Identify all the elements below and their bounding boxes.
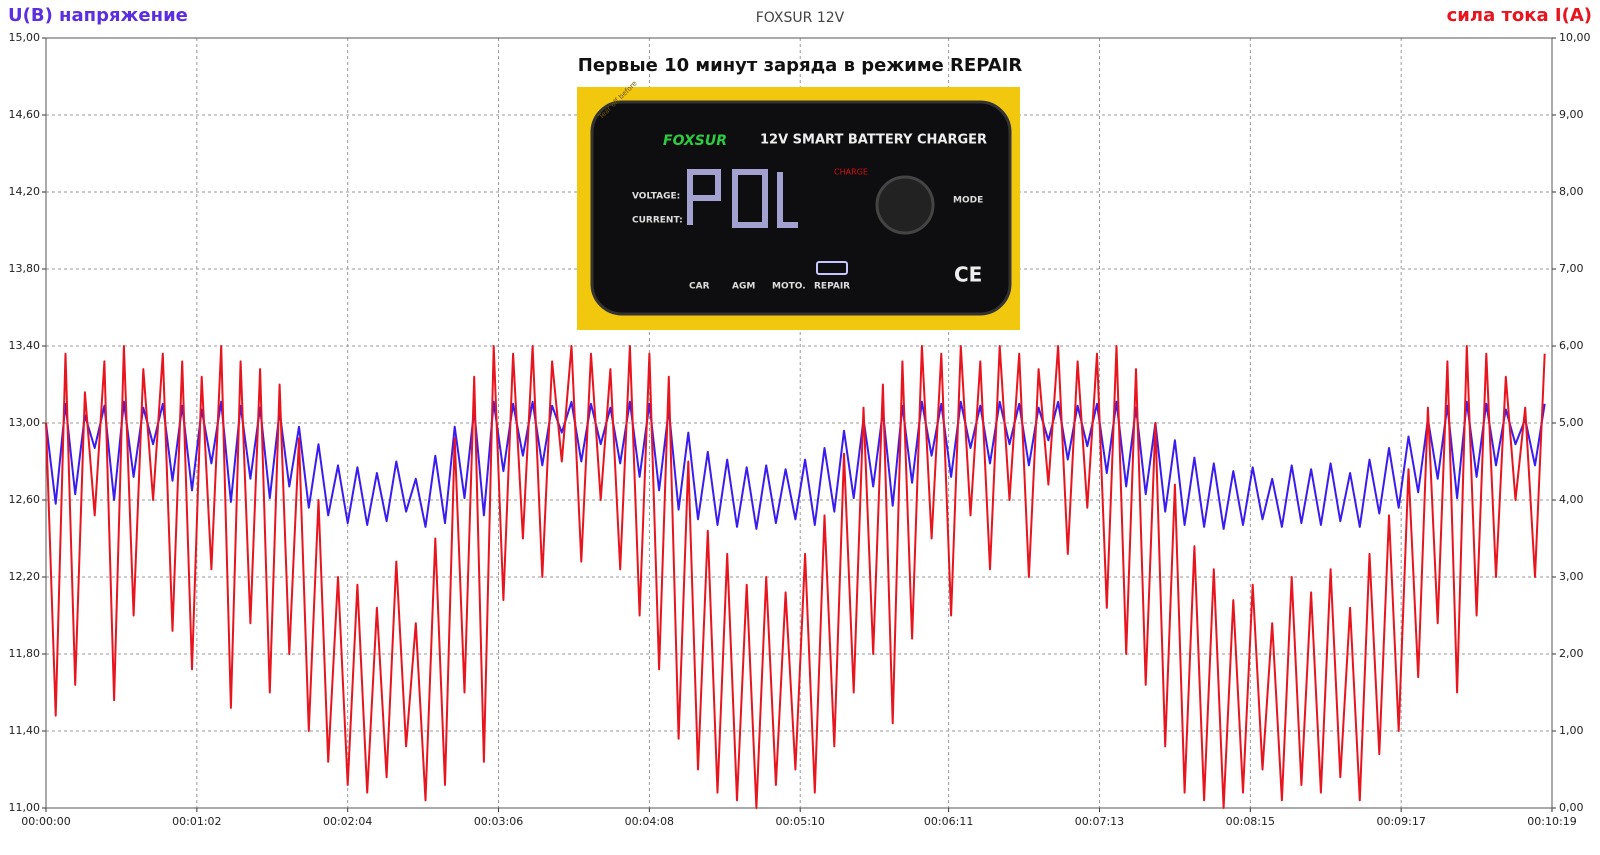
x-tick-label: 00:04:08 bbox=[625, 815, 674, 828]
annotation: Первые 10 минут заряда в режиме REPAIR bbox=[578, 55, 1023, 76]
inset-button bbox=[875, 175, 935, 235]
x-tick-label: 00:01:02 bbox=[172, 815, 221, 828]
inset-label: REPAIR bbox=[814, 282, 850, 292]
y2-tick-label: 5,00 bbox=[1559, 416, 1584, 429]
data-line bbox=[45, 345, 1546, 809]
y-tick-label: 15,00 bbox=[9, 31, 41, 44]
y-tick-label: 11,80 bbox=[9, 647, 41, 660]
inset-display bbox=[687, 169, 798, 228]
y2-tick-label: 8,00 bbox=[1559, 185, 1584, 198]
y2-tick-label: 9,00 bbox=[1559, 108, 1584, 121]
x-tick-label: 00:02:04 bbox=[323, 815, 372, 828]
plot-area: 11,00 11,40 11,80 12,20 12,60 13,00 13,40 13,80… bbox=[9, 31, 1591, 828]
y-tick-label: 13,00 bbox=[9, 416, 41, 429]
inset-label: AGM bbox=[732, 282, 755, 292]
x-tick-label: 00:00:00 bbox=[21, 815, 70, 828]
inset-ce: CE bbox=[954, 263, 982, 287]
inset-label: VOLTAGE: bbox=[632, 192, 680, 202]
x-tick-label: 00:09:17 bbox=[1376, 815, 1425, 828]
inset-label: CURRENT: bbox=[632, 216, 683, 226]
x-tick-label: 00:05:10 bbox=[776, 815, 825, 828]
inset-label: MOTO. bbox=[772, 282, 806, 292]
inset-brand: FOXSUR bbox=[663, 133, 727, 149]
y2-tick-label: 2,00 bbox=[1559, 647, 1584, 660]
y-tick-label: 11,00 bbox=[9, 801, 41, 814]
x-tick-label: 00:10:19 bbox=[1527, 815, 1576, 828]
y2-tick-label: 10,00 bbox=[1559, 31, 1591, 44]
y2-tick-label: 4,00 bbox=[1559, 493, 1584, 506]
y2-tick-label: 6,00 bbox=[1559, 339, 1584, 352]
inset-label: CHARGE bbox=[834, 168, 868, 177]
y-tick-label: 12,60 bbox=[9, 493, 41, 506]
y-tick-label: 14,60 bbox=[9, 108, 41, 121]
x-tick-label: 00:03:06 bbox=[474, 815, 523, 828]
inset-label: MODE bbox=[953, 196, 983, 206]
y2-tick-label: 3,00 bbox=[1559, 570, 1584, 583]
x-tick-label: 00:07:13 bbox=[1075, 815, 1124, 828]
chart-title: FOXSUR 12V bbox=[756, 10, 845, 26]
y2-tick-label: 7,00 bbox=[1559, 262, 1584, 275]
inset-panel bbox=[590, 100, 1012, 316]
y-tick-label: 13,80 bbox=[9, 262, 41, 275]
inset-photo: Tear off before FOXSUR 12V SMART BATTERY… bbox=[577, 79, 1020, 330]
y-tick-label: 11,40 bbox=[9, 724, 41, 737]
inset-label: CAR bbox=[689, 282, 710, 292]
inset-model: 12V SMART BATTERY CHARGER bbox=[760, 133, 987, 148]
inset-icon bbox=[816, 261, 848, 275]
y2-tick-label: 0,00 bbox=[1559, 801, 1584, 814]
x-tick-label: 00:08:15 bbox=[1226, 815, 1275, 828]
y-axis-title: U(B) напряжение bbox=[8, 5, 188, 26]
data-line bbox=[45, 400, 1546, 530]
y-tick-label: 13,40 bbox=[9, 339, 41, 352]
x-tick-label: 00:06:11 bbox=[924, 815, 973, 828]
y2-axis-title: сила тока I(A) bbox=[1447, 5, 1592, 26]
y2-tick-label: 1,00 bbox=[1559, 724, 1584, 737]
y-tick-label: 12,20 bbox=[9, 570, 41, 583]
y-tick-label: 14,20 bbox=[9, 185, 41, 198]
